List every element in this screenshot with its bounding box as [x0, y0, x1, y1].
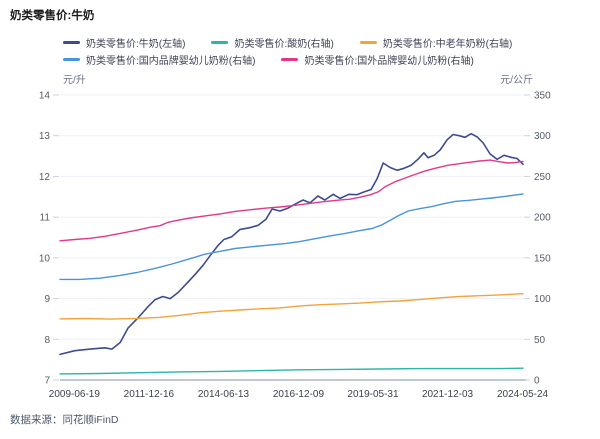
series-line-4	[59, 159, 524, 242]
legend-swatch-icon	[63, 58, 80, 61]
legend-swatch-icon	[211, 41, 229, 44]
legend-swatch-icon	[281, 58, 299, 61]
y-tick-label-left: 13	[39, 131, 51, 142]
chart-title: 奶类零售价:牛奶	[10, 10, 95, 22]
x-tick-label: 2016-12-09	[273, 389, 325, 400]
data-source: 数据来源：同花顺iFinD	[10, 414, 119, 426]
x-tick-label: 2011-12-16	[124, 389, 175, 400]
y-tick-label-right: 50	[534, 335, 546, 346]
y-tick-label-left: 9	[44, 294, 50, 305]
y-tick-label-right: 100	[534, 294, 551, 305]
y-tick-label-right: 300	[534, 131, 551, 142]
legend-item: 奶类零售价:国外品牌婴幼儿奶粉(右轴)	[281, 52, 474, 67]
x-tick-label: 2009-06-19	[49, 389, 101, 400]
series-line-3	[59, 193, 524, 281]
x-tick-label: 2021-12-03	[422, 389, 474, 400]
y-tick-label-left: 7	[44, 376, 50, 387]
legend-item: 奶类零售价:国内品牌婴幼儿奶粉(右轴)	[63, 52, 255, 67]
series-line-2	[59, 293, 524, 320]
legend-swatch-icon	[63, 41, 80, 44]
legend-label: 奶类零售价:酸奶(右轴)	[234, 39, 334, 50]
y-tick-label-left: 8	[44, 335, 50, 346]
y-tick-label-right: 200	[534, 213, 551, 224]
y-tick-label-left: 14	[39, 91, 51, 102]
y-tick-label-left: 11	[40, 213, 51, 224]
legend-label: 奶类零售价:牛奶(左轴)	[86, 39, 186, 50]
y-tick-label-right: 0	[534, 376, 540, 387]
y-tick-label-right: 250	[534, 172, 551, 183]
y-tick-label-left: 12	[39, 172, 51, 183]
y-tick-label-right: 150	[534, 253, 551, 264]
series-line-0	[59, 132, 524, 356]
y-axis-unit-left: 元/升	[63, 75, 86, 86]
legend-item: 奶类零售价:酸奶(右轴)	[211, 35, 334, 50]
x-tick-label: 2024-05-24	[497, 389, 549, 400]
legend-row: 奶类零售价:国内品牌婴幼儿奶粉(右轴) 奶类零售价:国外品牌婴幼儿奶粉(右轴)	[63, 51, 512, 68]
y-tick-label-right: 350	[534, 91, 551, 102]
legend-swatch-icon	[359, 41, 377, 44]
y-axis-unit-right: 元/公斤	[500, 75, 533, 86]
legend-item: 奶类零售价:中老年奶粉(右轴)	[359, 35, 513, 50]
y-tick-label-left: 10	[39, 253, 51, 264]
legend-label: 奶类零售价:国外品牌婴幼儿奶粉(右轴)	[304, 56, 474, 67]
legend-label: 奶类零售价:中老年奶粉(右轴)	[382, 39, 513, 50]
series-line-1	[59, 367, 524, 375]
x-tick-label: 2014-06-13	[198, 389, 250, 400]
legend-item: 奶类零售价:牛奶(左轴)	[63, 35, 185, 50]
legend: 奶类零售价:牛奶(左轴) 奶类零售价:酸奶(右轴) 奶类零售价:中老年奶粉(右轴) …	[63, 34, 512, 68]
legend-row: 奶类零售价:牛奶(左轴) 奶类零售价:酸奶(右轴) 奶类零售价:中老年奶粉(右轴)	[63, 34, 512, 51]
x-tick-label: 2019-05-31	[347, 389, 399, 400]
legend-label: 奶类零售价:国内品牌婴幼儿奶粉(右轴)	[86, 56, 256, 67]
